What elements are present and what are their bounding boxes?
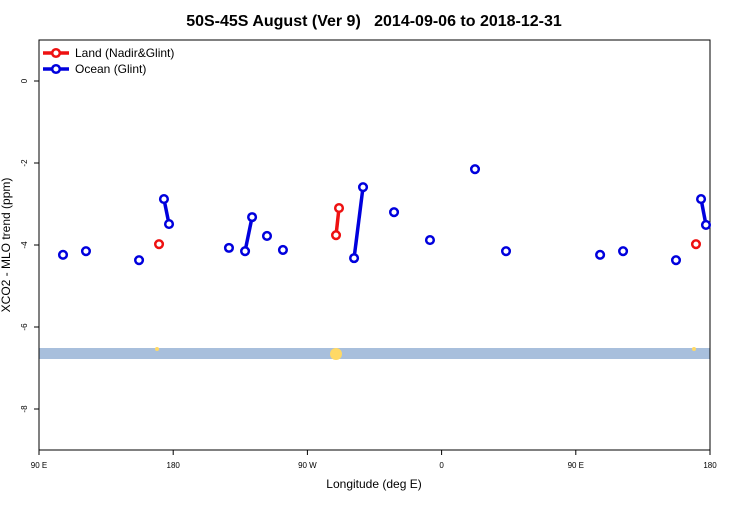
marker-dot [692,347,696,351]
data-point [261,230,273,242]
data-point [469,164,481,175]
x-tick-label: 90 E [568,461,584,470]
data-point [333,203,345,214]
data-point [500,246,512,257]
data-point [357,182,369,193]
y-axis-label: XCO2 - MLO trend (ppm) [0,178,13,313]
data-point [163,219,175,230]
x-tick-label: 180 [167,461,181,470]
plot-frame [38,39,711,451]
marker-dot [330,348,342,360]
x-tick-label: 90 E [31,461,47,470]
chart-title: 50S-45S August (Ver 9) 2014-09-06 to 201… [186,13,562,30]
band [39,348,710,359]
data-point [57,249,69,260]
data-point [80,246,92,257]
data-point [388,207,400,218]
data-point [700,219,712,230]
x-axis-label: Longitude (deg E) [326,477,421,491]
data-point [696,194,707,205]
data-point [424,235,436,246]
y-tick-label: 0 [20,78,29,83]
x-tick-label: 90 W [298,461,317,470]
x-tick-label: 180 [703,461,717,470]
y-tick-label: -6 [20,323,29,331]
legend-label: Land (Nadir&Glint) [75,46,174,60]
x-tick-label: 0 [439,461,444,470]
data-point [690,239,702,250]
data-point [153,239,165,250]
data-point [618,246,629,257]
data-point [595,249,606,260]
data-point [158,194,170,205]
marker-dot [155,347,159,351]
data-point [247,212,258,223]
data-point [330,230,342,241]
y-tick-label: -4 [20,241,29,249]
series-line [352,186,365,259]
data-point [240,246,251,257]
y-tick-label: -8 [20,405,29,413]
legend-label: Ocean (Glint) [75,62,146,76]
legend-marker [50,63,62,75]
y-tick-label: -2 [20,159,29,167]
legend-marker [50,47,62,59]
data-point [223,242,235,253]
data-point [349,253,360,264]
data-point [134,255,145,266]
series-line [243,216,254,252]
data-point [277,244,288,255]
data-point [670,255,682,266]
